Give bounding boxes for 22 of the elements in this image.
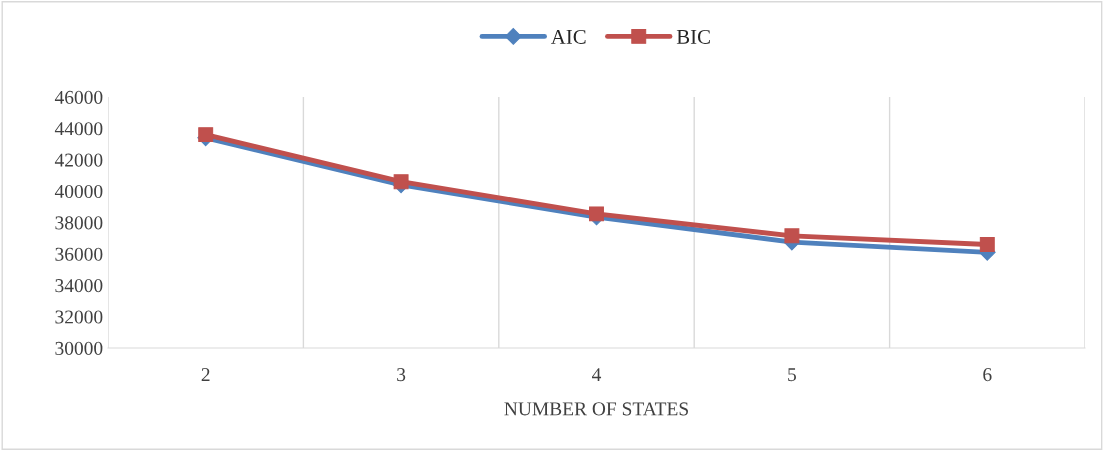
- x-tick-label: 2: [201, 368, 210, 381]
- y-tick-label: 40000: [54, 184, 103, 199]
- point: [198, 127, 214, 143]
- legend-label: AIC: [550, 29, 586, 44]
- point: [589, 206, 604, 222]
- y-tick-label: 34000: [55, 279, 103, 293]
- x-tick-label: 4: [592, 368, 602, 381]
- y-tick-label: 36000: [55, 247, 103, 261]
- y-tick-label: 44000: [54, 122, 103, 136]
- y-tick-label: 30000: [55, 341, 103, 355]
- point: [784, 228, 800, 244]
- y-tick-label: 38000: [55, 216, 103, 230]
- y-tick-label: 32000: [55, 310, 103, 324]
- x-tick-label: 3: [397, 368, 406, 382]
- y-tick-label: 46000: [54, 90, 103, 104]
- y-tick-label: 42000: [54, 153, 103, 167]
- point: [393, 174, 409, 190]
- point: [979, 237, 995, 252]
- x-axis-title: NUMBER OF STATES: [504, 402, 688, 416]
- legend-label: BIC: [676, 29, 710, 44]
- x-tick-label: 5: [788, 368, 796, 382]
- x-tick-label: 6: [983, 368, 992, 382]
